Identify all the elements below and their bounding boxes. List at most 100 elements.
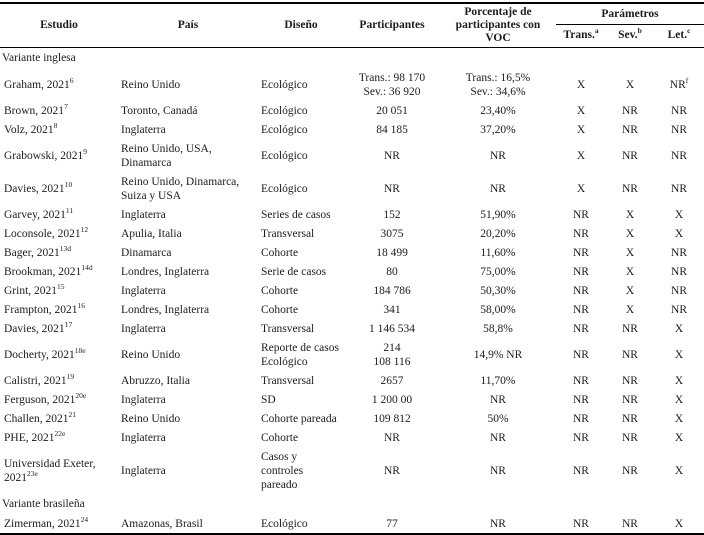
study-cell: Garvey, 202111 — [0, 205, 118, 224]
let-value: NR — [671, 303, 687, 316]
study-cell: Calistri, 202119 — [0, 371, 118, 390]
voc-percentage-cell: 37,20% — [480, 123, 516, 136]
study-ref-superscript: 14d — [81, 262, 93, 272]
study-ref-superscript: 7 — [64, 101, 68, 111]
participants-cell: 84 185 — [376, 123, 408, 136]
study-name: Zimerman, 2021 — [4, 517, 81, 530]
let-value: X — [674, 374, 684, 387]
trans-footnote-superscript: a — [594, 25, 599, 35]
participants-cell: 214 108 116 — [373, 341, 411, 368]
design-cell: Reporte de casos Ecológico — [261, 341, 339, 368]
table-row: Ferguson, 202120e Inglaterra SD 1 200 00… — [0, 390, 704, 409]
trans-cell: NR — [573, 303, 589, 316]
let-value: X — [674, 431, 684, 444]
section-row: Variante inglesa — [0, 48, 704, 69]
sev-cell: NR — [622, 182, 638, 195]
let-value: NR — [671, 182, 687, 195]
study-name: Garvey, 2021 — [4, 208, 66, 221]
voc-percentage-cell: 58,8% — [483, 322, 513, 335]
study-ref-superscript: 21 — [68, 409, 77, 419]
country-cell: Inglaterra — [121, 284, 166, 297]
trans-cell: X — [576, 78, 586, 91]
table-row: Loconsole, 202112 Apulia, Italia Transve… — [0, 224, 704, 243]
let-value: X — [674, 412, 684, 425]
design-cell: Ecológico — [261, 149, 308, 162]
design-cell: Cohorte — [261, 303, 299, 316]
study-name: Challen, 2021 — [4, 412, 69, 425]
let-cell: X — [654, 390, 704, 409]
let-value: X — [674, 464, 684, 477]
design-cell: Ecológico — [261, 182, 308, 195]
trans-cell: NR — [573, 412, 589, 425]
column-header-parametros: Parámetros — [556, 3, 704, 26]
country-cell: Dinamarca — [121, 246, 172, 259]
let-value: NR — [671, 284, 687, 297]
study-name: Graham, 2021 — [4, 78, 70, 91]
participants-cell: 18 499 — [376, 246, 408, 259]
study-cell: Challen, 202121 — [0, 409, 118, 428]
sev-cell: NR — [622, 517, 638, 530]
study-cell: Brookman, 202114d — [0, 262, 118, 281]
study-ref-superscript: 16 — [77, 300, 85, 310]
column-header-pais: País — [118, 3, 258, 48]
let-cell: NR — [654, 172, 704, 205]
trans-cell: NR — [573, 374, 589, 387]
voc-percentage-cell: 51,90% — [480, 208, 516, 221]
country-cell: Amazonas, Brasil — [121, 517, 203, 530]
sev-cell: NR — [622, 431, 638, 444]
voc-percentage-cell: NR — [490, 517, 506, 530]
voc-percentage-cell: NR — [490, 431, 506, 444]
trans-cell: X — [576, 123, 586, 136]
study-name: Brookman, 2021 — [4, 265, 82, 278]
let-value: NR — [671, 246, 687, 259]
table-row: Docherty, 202118e Reino Unido Reporte de… — [0, 338, 704, 371]
let-footnote-superscript: c — [687, 25, 691, 35]
design-cell: Ecológico — [261, 517, 308, 530]
voc-percentage-cell: Trans.: 16,5% Sev.: 34,6% — [465, 71, 531, 98]
table-row: Garvey, 202111 Inglaterra Series de caso… — [0, 205, 704, 224]
table-row: Graham, 20216 Reino Unido Ecológico Tran… — [0, 68, 704, 101]
let-cell: X — [654, 371, 704, 390]
country-cell: Toronto, Canadá — [121, 104, 198, 117]
design-cell: Serie de casos — [261, 265, 327, 278]
let-value: X — [674, 227, 684, 240]
country-cell: Inglaterra — [121, 208, 166, 221]
study-name: Davies, 2021 — [4, 182, 65, 195]
let-superscript: f — [685, 75, 689, 85]
column-header-participantes: Participantes — [344, 3, 440, 48]
study-cell: Davies, 202110 — [0, 172, 118, 205]
table-row: Volz, 20218 Inglaterra Ecológico 84 185 … — [0, 120, 704, 139]
study-ref-superscript: 12 — [80, 224, 89, 234]
let-value: X — [674, 517, 684, 530]
participants-cell: 341 — [383, 303, 401, 316]
section-row: Variante brasileña — [0, 494, 704, 514]
let-cell: NR — [654, 120, 704, 139]
sev-cell: X — [625, 303, 635, 316]
let-value: NR — [671, 265, 687, 278]
let-value: X — [674, 393, 684, 406]
voc-percentage-cell: 23,40% — [480, 104, 516, 117]
study-name: Ferguson, 2021 — [4, 393, 76, 406]
study-ref-superscript: 23e — [27, 468, 38, 478]
trans-cell: X — [576, 149, 586, 162]
sev-cell: NR — [622, 149, 638, 162]
voc-percentage-cell: NR — [490, 149, 506, 162]
let-cell: NR — [654, 281, 704, 300]
column-header-sev: Sev.b — [606, 24, 654, 48]
voc-percentage-cell: 50% — [487, 412, 509, 425]
sev-cell: NR — [622, 104, 638, 117]
let-value: NR — [671, 123, 687, 136]
participants-cell: Trans.: 98 170 Sev.: 36 920 — [358, 71, 426, 98]
study-name: PHE, 2021 — [4, 431, 55, 444]
participants-cell: NR — [384, 464, 400, 477]
sev-cell: NR — [622, 412, 638, 425]
study-ref-superscript: 10 — [64, 179, 73, 189]
participants-cell: NR — [384, 149, 400, 162]
country-cell: Inglaterra — [121, 393, 166, 406]
let-cell: X — [654, 319, 704, 338]
let-value: NR — [671, 149, 687, 162]
voc-percentage-cell: 50,30% — [480, 284, 516, 297]
design-cell: Ecológico — [261, 104, 308, 117]
country-cell: Inglaterra — [121, 123, 166, 136]
study-name: Davies, 2021 — [4, 322, 65, 335]
